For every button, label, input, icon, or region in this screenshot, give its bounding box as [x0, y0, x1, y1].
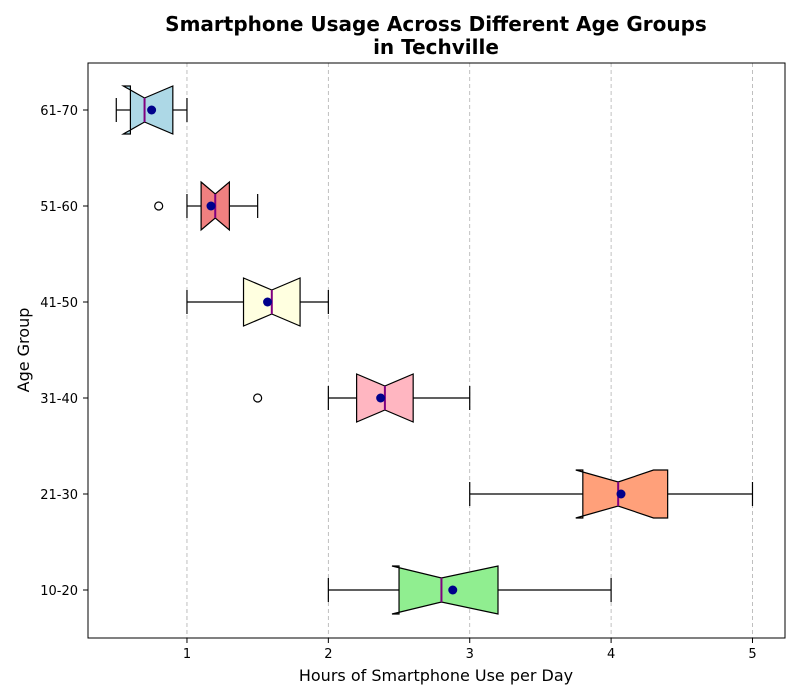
chart-title-line-2: in Techville	[373, 35, 499, 59]
outlier-marker	[253, 393, 263, 403]
plot-frame	[87, 62, 786, 639]
axis-ticks: 1 2 3 4 5 10-20 21-30 31-40 41-50 51-60 61-70	[40, 104, 756, 662]
box-10-20	[391, 565, 499, 615]
box-series	[115, 85, 754, 615]
x-tick-label: 3	[466, 647, 474, 662]
y-tick-label: 61-70	[40, 104, 78, 119]
x-tick-label: 4	[607, 647, 615, 662]
x-tick-label: 5	[748, 647, 756, 662]
outlier-marker	[154, 201, 164, 211]
x-axis-label: Hours of Smartphone Use per Day	[299, 666, 573, 685]
mean-marker	[147, 105, 157, 115]
y-tick-label: 10-20	[40, 584, 78, 599]
y-tick-label: 31-40	[40, 392, 78, 407]
x-gridlines	[186, 63, 753, 638]
chart-title-line-1: Smartphone Usage Across Different Age Gr…	[165, 12, 707, 36]
y-tick-label: 41-50	[40, 296, 78, 311]
mean-marker	[376, 393, 386, 403]
mean-marker	[616, 489, 626, 499]
x-tick-label: 2	[324, 647, 332, 662]
y-tick-label: 21-30	[40, 488, 78, 503]
mean-marker	[206, 201, 216, 211]
mean-marker	[263, 297, 273, 307]
y-tick-label: 51-60	[40, 200, 78, 215]
x-tick-label: 1	[183, 647, 191, 662]
mean-marker	[448, 585, 458, 595]
y-axis-label: Age Group	[14, 308, 33, 393]
